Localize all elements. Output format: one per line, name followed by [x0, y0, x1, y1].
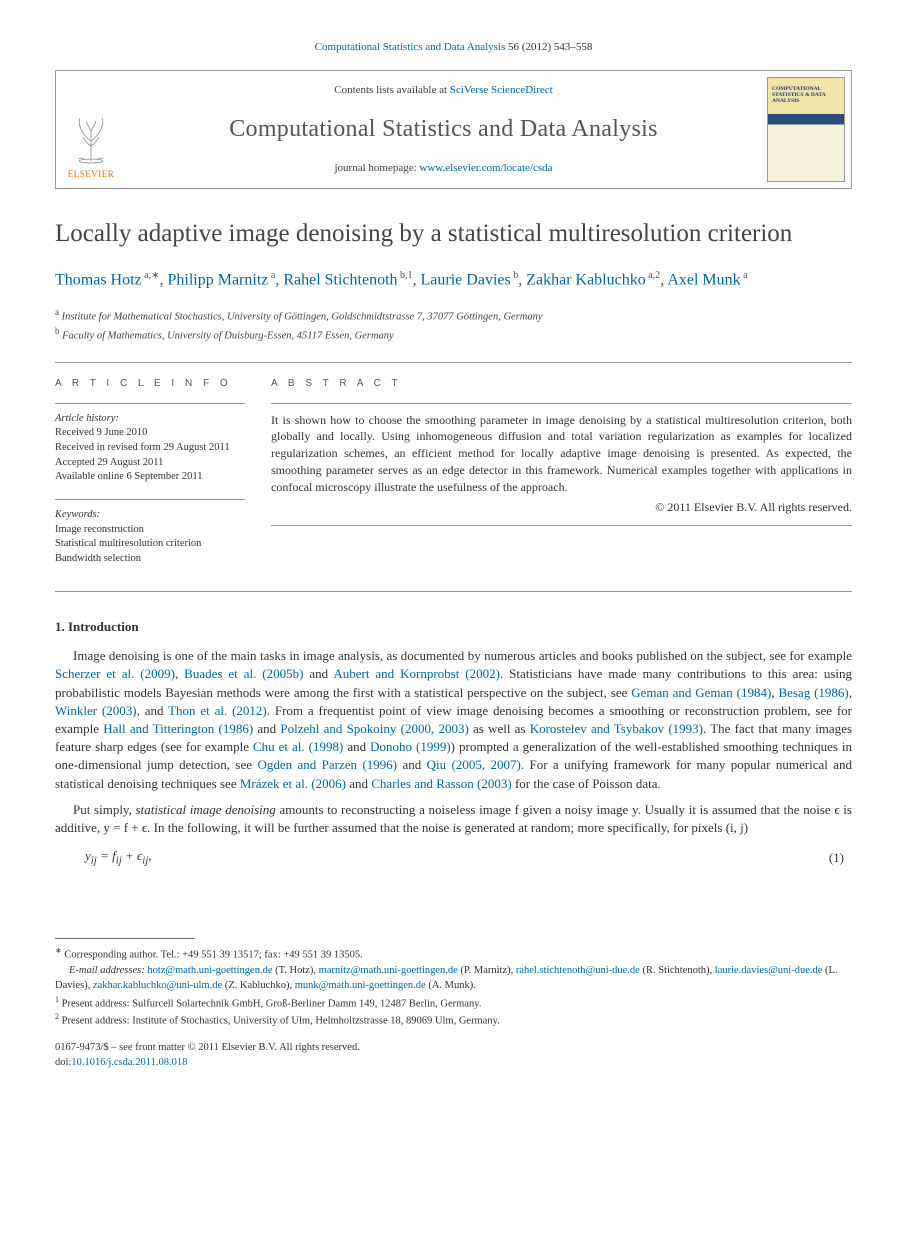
citation-link[interactable]: Besag (1986) [778, 685, 848, 700]
email-link[interactable]: laurie.davies@uni-due.de [715, 965, 823, 976]
section-heading-introduction: 1. Introduction [55, 618, 852, 636]
citation-link[interactable]: Thon et al. (2012) [168, 703, 267, 718]
citation-link[interactable]: Buades et al. (2005b) [184, 666, 303, 681]
citation-ref: 56 (2012) 543–558 [508, 41, 592, 53]
footer-block: 0167-9473/$ – see front matter © 2011 El… [55, 1041, 852, 1070]
history-line: Accepted 29 August 2011 [55, 456, 245, 471]
journal-homepage-link[interactable]: www.elsevier.com/locate/csda [419, 162, 552, 174]
email-link[interactable]: zakhar.kabluchko@uni-ulm.de [93, 980, 222, 991]
email-addresses: E-mail addresses: hotz@math.uni-goetting… [55, 963, 852, 993]
author-link[interactable]: Philipp Marnitz [167, 271, 268, 288]
history-line: Received 9 June 2010 [55, 426, 245, 441]
keyword-line: Bandwidth selection [55, 552, 245, 567]
journal-cover-thumbnail: COMPUTATIONAL STATISTICS & DATA ANALYSIS [767, 77, 845, 182]
intro-paragraph-1: Image denoising is one of the main tasks… [55, 647, 852, 793]
footnotes-divider [55, 938, 195, 939]
journal-masthead: ELSEVIER Contents lists available at Sci… [55, 70, 852, 189]
citation-link[interactable]: Aubert and Kornprobst (2002) [333, 666, 500, 681]
equation-number: (1) [829, 849, 852, 867]
affiliations: a Institute for Mathematical Stochastics… [55, 306, 852, 345]
divider [55, 591, 852, 592]
citation-link[interactable]: Hall and Titterington (1986) [103, 721, 253, 736]
article-info-heading: A R T I C L E I N F O [55, 377, 245, 391]
publisher-logo-block: ELSEVIER [56, 71, 126, 188]
author-list: Thomas Hotz a,∗, Philipp Marnitz a, Rahe… [55, 269, 852, 292]
citation-journal-link[interactable]: Computational Statistics and Data Analys… [315, 41, 506, 53]
equation-body: yij = fij + ϵij, [85, 847, 829, 868]
citation-link[interactable]: Donoho (1999) [370, 739, 451, 754]
affiliation-line: a Institute for Mathematical Stochastics… [55, 306, 852, 325]
journal-homepage-line: journal homepage: www.elsevier.com/locat… [136, 161, 751, 176]
citation-link[interactable]: Chu et al. (1998) [253, 739, 343, 754]
doi-line: doi:10.1016/j.csda.2011.08.018 [55, 1056, 852, 1071]
author-link[interactable]: Rahel Stichtenoth [283, 271, 397, 288]
keywords-block: Keywords: Image reconstructionStatistica… [55, 508, 245, 567]
article-title: Locally adaptive image denoising by a st… [55, 219, 852, 249]
citation-link[interactable]: Korostelev and Tsybakov (1993) [530, 721, 703, 736]
history-line: Received in revised form 29 August 2011 [55, 441, 245, 456]
journal-title: Computational Statistics and Data Analys… [136, 113, 751, 145]
intro-paragraph-2: Put simply, statistical image denoising … [55, 801, 852, 837]
contents-available-line: Contents lists available at SciVerse Sci… [136, 83, 751, 98]
email-link[interactable]: munk@math.uni-goettingen.de [295, 980, 426, 991]
abstract-text: It is shown how to choose the smoothing … [271, 412, 852, 496]
citation-link[interactable]: Qiu (2005, 2007) [427, 757, 521, 772]
running-citation: Computational Statistics and Data Analys… [55, 40, 852, 55]
issn-copyright-line: 0167-9473/$ – see front matter © 2011 El… [55, 1041, 852, 1056]
citation-link[interactable]: Charles and Rasson (2003) [371, 776, 511, 791]
email-link[interactable]: hotz@math.uni-goettingen.de [147, 965, 272, 976]
divider [55, 403, 245, 404]
footnote-2: 2 Present address: Institute of Stochast… [55, 1011, 852, 1029]
email-link[interactable]: marnitz@math.uni-goettingen.de [319, 965, 458, 976]
citation-link[interactable]: Scherzer et al. (2009) [55, 666, 175, 681]
divider [55, 499, 245, 500]
footnote-1: 1 Present address: Sulfurcell Solartechn… [55, 994, 852, 1012]
history-line: Available online 6 September 2011 [55, 470, 245, 485]
citation-link[interactable]: Ogden and Parzen (1996) [257, 757, 397, 772]
keyword-line: Image reconstruction [55, 523, 245, 538]
author-link[interactable]: Zakhar Kabluchko [526, 271, 646, 288]
abstract-copyright: © 2011 Elsevier B.V. All rights reserved… [271, 499, 852, 515]
author-link[interactable]: Thomas Hotz [55, 271, 142, 288]
keyword-line: Statistical multiresolution criterion [55, 537, 245, 552]
author-link[interactable]: Laurie Davies [421, 271, 511, 288]
divider [271, 525, 852, 526]
email-link[interactable]: rahel.stichtenoth@uni-due.de [516, 965, 640, 976]
equation-1: yij = fij + ϵij, (1) [85, 847, 852, 868]
elsevier-label: ELSEVIER [68, 168, 115, 180]
abstract-heading: A B S T R A C T [271, 377, 852, 391]
divider [55, 362, 852, 363]
elsevier-tree-icon [66, 111, 116, 166]
doi-link[interactable]: 10.1016/j.csda.2011.08.018 [71, 1057, 187, 1068]
citation-link[interactable]: Winkler (2003) [55, 703, 137, 718]
sciencedirect-link[interactable]: SciVerse ScienceDirect [450, 84, 553, 96]
divider [271, 403, 852, 404]
affiliation-line: b Faculty of Mathematics, University of … [55, 325, 852, 344]
citation-link[interactable]: Mrázek et al. (2006) [240, 776, 346, 791]
footnotes: ∗ Corresponding author. Tel.: +49 551 39… [55, 945, 852, 1029]
article-history: Article history: Received 9 June 2010Rec… [55, 412, 245, 485]
citation-link[interactable]: Polzehl and Spokoiny (2000, 2003) [280, 721, 468, 736]
author-link[interactable]: Axel Munk [667, 271, 740, 288]
corresponding-author-note: ∗ Corresponding author. Tel.: +49 551 39… [55, 945, 852, 963]
citation-link[interactable]: Geman and Geman (1984) [631, 685, 771, 700]
